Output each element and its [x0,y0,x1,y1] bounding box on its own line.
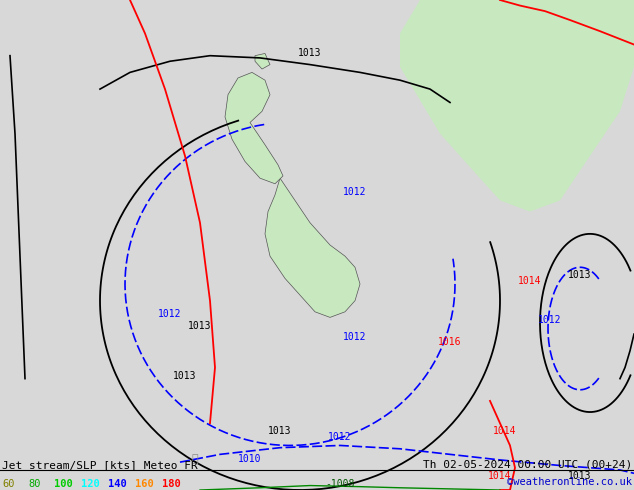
Text: 180: 180 [162,479,181,489]
Text: 1013: 1013 [298,49,321,58]
Text: 1012: 1012 [158,309,182,319]
Text: 1016: 1016 [438,337,462,347]
Text: ©weatheronline.co.uk: ©weatheronline.co.uk [507,477,632,487]
Text: 1012: 1012 [328,432,352,442]
Polygon shape [400,0,634,212]
Text: 160: 160 [135,479,154,489]
Text: 100: 100 [54,479,73,489]
Text: Jet stream/SLP [kts] Meteo FR: Jet stream/SLP [kts] Meteo FR [2,460,198,470]
Text: 80: 80 [28,479,41,489]
Text: 🐦: 🐦 [191,454,198,464]
Text: 1012: 1012 [343,332,366,342]
Text: 1012: 1012 [538,315,562,325]
Text: 140: 140 [108,479,127,489]
Text: 1013: 1013 [568,270,592,280]
Text: 1014: 1014 [518,276,541,286]
Polygon shape [225,73,283,184]
Text: -1008: -1008 [325,479,354,489]
Text: 1014: 1014 [488,471,512,481]
Text: 1012: 1012 [343,187,366,197]
Text: Th 02-05-2024 00:00 UTC (00+24): Th 02-05-2024 00:00 UTC (00+24) [423,460,632,470]
Polygon shape [255,53,270,69]
Polygon shape [265,178,360,318]
Text: 60: 60 [2,479,15,489]
Text: 1010: 1010 [238,454,262,464]
Text: 1013: 1013 [188,320,212,331]
Text: 1013: 1013 [568,471,592,481]
Text: 1013: 1013 [173,370,197,381]
Text: 1014: 1014 [493,426,517,436]
Text: 1013: 1013 [268,426,292,436]
Text: 120: 120 [81,479,100,489]
